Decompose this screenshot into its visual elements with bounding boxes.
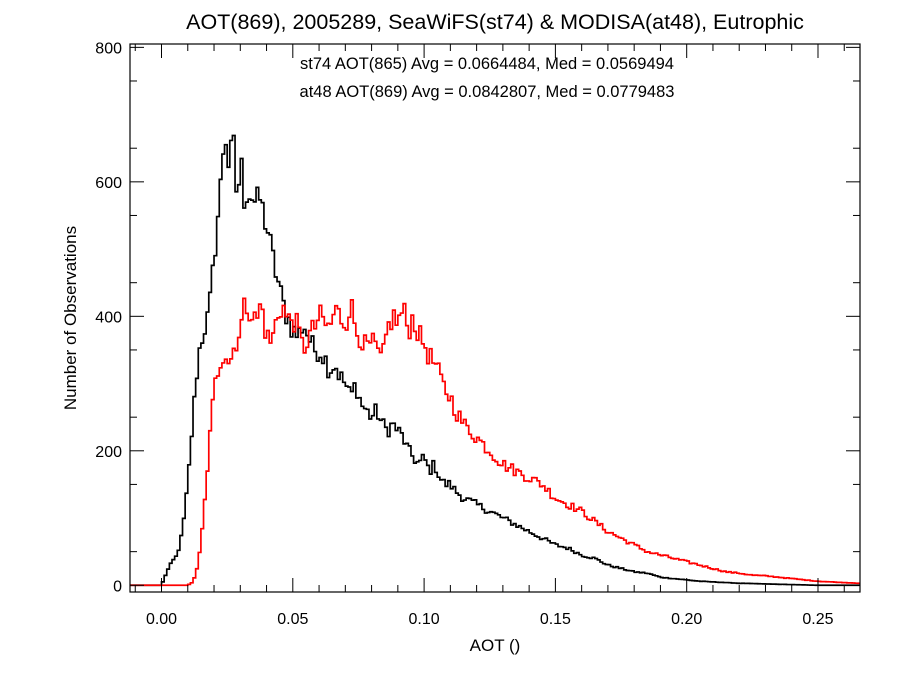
x-tick-label: 0.00 [146, 611, 177, 628]
plot-frame [129, 43, 861, 593]
annotation-st74-stats: st74 AOT(865) Avg = 0.0664484, Med = 0.0… [300, 55, 674, 73]
x-tick-label: 0.20 [671, 611, 702, 628]
chart-title: AOT(869), 2005289, SeaWiFS(st74) & MODIS… [186, 10, 804, 34]
y-tick-label: 0 [113, 578, 122, 595]
y-tick-label: 400 [95, 309, 122, 326]
series-layer [130, 134, 860, 587]
x-tick-label: 0.10 [409, 611, 440, 628]
y-axis-label: Number of Observations [61, 226, 80, 410]
series-line-0 [130, 134, 860, 587]
x-tick-label: 0.25 [802, 611, 833, 628]
x-tick-label: 0.05 [277, 611, 308, 628]
y-tick-label: 200 [95, 444, 122, 461]
x-axis-label: AOT () [470, 636, 521, 655]
series-line-1 [130, 297, 860, 587]
x-tick-label: 0.15 [540, 611, 571, 628]
axis-ticks: 0.00 0.05 0.10 0.15 0.20 0.25 0 200 400 600 800 [95, 40, 860, 628]
y-tick-label: 600 [95, 175, 122, 192]
y-tick-label: 800 [95, 40, 122, 57]
annotation-at48-stats: at48 AOT(869) Avg = 0.0842807, Med = 0.0… [300, 83, 675, 101]
